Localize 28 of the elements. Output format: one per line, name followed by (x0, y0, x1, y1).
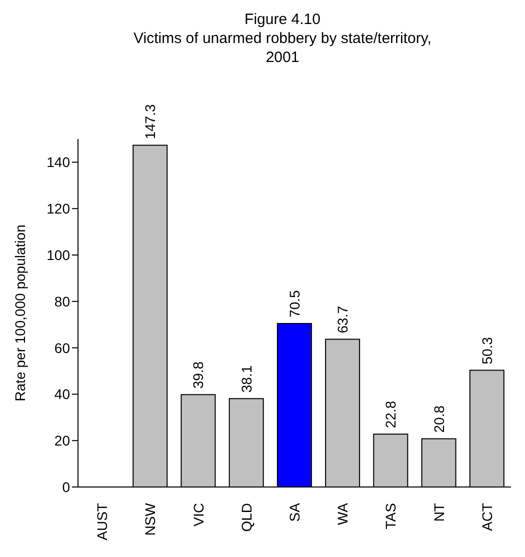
data-label: 38.1 (238, 365, 254, 393)
y-tick-label: 0 (62, 478, 70, 495)
x-tick-label: QLD (238, 503, 254, 532)
data-label: 70.5 (286, 290, 302, 318)
y-tick-label: 20 (54, 432, 70, 449)
y-axis-title: Rate per 100,000 population (12, 224, 28, 402)
data-label: 20.8 (430, 405, 447, 433)
y-tick-label: 40 (54, 386, 70, 402)
chart-title: Figure 4.10 (244, 10, 322, 29)
x-tick-label: VIC (190, 503, 206, 526)
data-label: 147.3 (142, 104, 158, 140)
x-tick-label: AUST (94, 502, 110, 540)
x-tick-label: TAS (382, 503, 399, 530)
y-tick-label: 120 (46, 200, 70, 217)
data-label: 63.7 (334, 306, 351, 334)
data-label: 22.8 (382, 400, 399, 428)
x-tick-label: WA (334, 502, 351, 526)
x-tick-label: NSW (142, 502, 158, 536)
data-label: 50.3 (478, 336, 495, 364)
y-tick-label: 140 (46, 154, 70, 170)
x-tick-label: SA (286, 502, 302, 522)
data-label: 39.8 (190, 361, 206, 389)
y-tick-label: 80 (54, 293, 70, 310)
x-tick-label: NT (430, 502, 447, 522)
y-tick-label: 60 (54, 340, 70, 356)
x-tick-label: ACT (478, 502, 495, 531)
chart-subtitle: Victims of unarmed robbery by state/territory, 2001 (132, 29, 432, 67)
y-tick-label: 100 (46, 246, 70, 263)
